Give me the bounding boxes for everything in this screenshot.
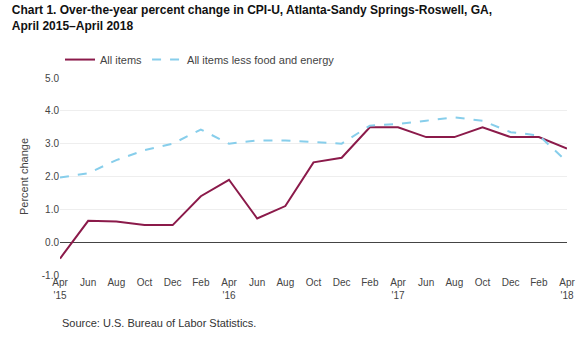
svg-text:Oct: Oct <box>137 277 153 288</box>
svg-text:2.0: 2.0 <box>45 171 59 182</box>
svg-text:5.0: 5.0 <box>45 73 59 84</box>
svg-text:Apr'15: Apr'15 <box>52 277 68 301</box>
svg-text:Dec: Dec <box>164 277 182 288</box>
svg-text:Feb: Feb <box>361 277 379 288</box>
svg-text:1.0: 1.0 <box>45 204 59 215</box>
svg-text:Apr'17: Apr'17 <box>390 277 406 301</box>
svg-text:Oct: Oct <box>475 277 491 288</box>
svg-text:Source: U.S. Bureau of Labor S: Source: U.S. Bureau of Labor Statistics. <box>62 317 256 329</box>
svg-text:Apr'18: Apr'18 <box>559 277 575 301</box>
svg-text:Oct: Oct <box>306 277 322 288</box>
svg-text:Percent change: Percent change <box>18 138 30 215</box>
svg-text:Aug: Aug <box>445 277 463 288</box>
svg-text:4.0: 4.0 <box>45 105 59 116</box>
svg-text:Feb: Feb <box>192 277 210 288</box>
svg-text:Apr'16: Apr'16 <box>221 277 237 301</box>
svg-text:Aug: Aug <box>107 277 125 288</box>
svg-text:Jun: Jun <box>418 277 434 288</box>
svg-text:Feb: Feb <box>530 277 548 288</box>
svg-text:Dec: Dec <box>333 277 351 288</box>
svg-text:-1.0: -1.0 <box>42 270 60 281</box>
svg-text:0.0: 0.0 <box>45 237 59 248</box>
svg-text:All items less food and energy: All items less food and energy <box>187 54 334 66</box>
svg-text:Jun: Jun <box>249 277 265 288</box>
svg-text:Jun: Jun <box>80 277 96 288</box>
svg-text:Aug: Aug <box>276 277 294 288</box>
svg-text:Chart 1. Over-the-year percent: Chart 1. Over-the-year percent change in… <box>12 3 492 33</box>
svg-text:All items: All items <box>100 54 142 66</box>
svg-text:3.0: 3.0 <box>45 138 59 149</box>
svg-text:Dec: Dec <box>502 277 520 288</box>
